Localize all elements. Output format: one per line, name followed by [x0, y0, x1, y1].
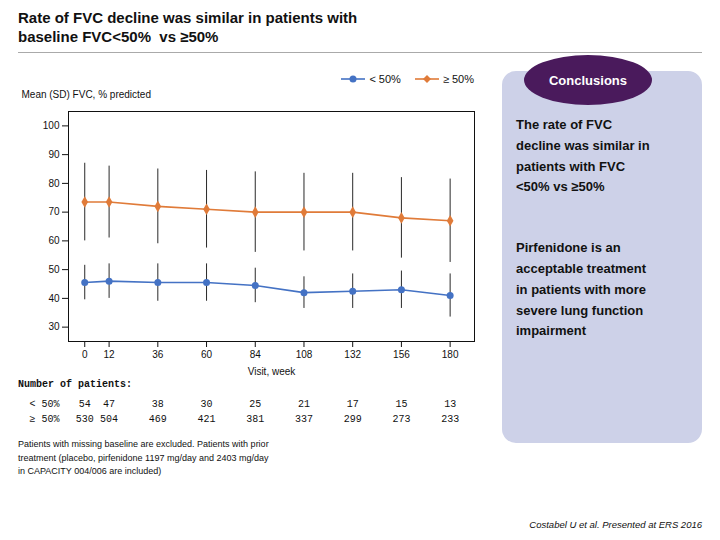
svg-text:100: 100	[43, 120, 60, 131]
svg-text:36: 36	[152, 349, 164, 360]
svg-text:< 50%: < 50%	[29, 399, 59, 410]
svg-text:47: 47	[103, 399, 115, 410]
svg-text:21: 21	[298, 399, 310, 410]
svg-text:108: 108	[296, 349, 313, 360]
svg-text:Mean (SD) FVC, % predicted: Mean (SD) FVC, % predicted	[22, 89, 152, 100]
svg-text:25: 25	[249, 399, 261, 410]
svg-text:54: 54	[79, 399, 91, 410]
svg-text:38: 38	[152, 399, 164, 410]
svg-text:469: 469	[149, 414, 167, 425]
svg-text:40: 40	[48, 293, 60, 304]
svg-text:13: 13	[444, 399, 456, 410]
html-text:The rate of FVC decline was si: The rate of FVC decline was similar in p…	[516, 117, 650, 195]
svg-text:17: 17	[347, 399, 359, 410]
svg-text:337: 337	[295, 414, 313, 425]
svg-text:90: 90	[48, 149, 60, 160]
svg-text:30: 30	[48, 321, 60, 332]
svg-text:15: 15	[395, 399, 407, 410]
svg-text:0: 0	[82, 349, 88, 360]
svg-text:299: 299	[344, 414, 362, 425]
html-text:Patients with missing baseline: Patients with missing baseline are exclu…	[18, 439, 269, 476]
svg-text:530: 530	[76, 414, 94, 425]
svg-text:156: 156	[393, 349, 410, 360]
html-text:Number of patients:: Number of patients:	[18, 379, 132, 390]
svg-text:180: 180	[442, 349, 459, 360]
svg-text:381: 381	[246, 414, 264, 425]
html-text:< 50%: < 50%	[369, 73, 401, 85]
html-text:Pirfenidone is an acceptable t: Pirfenidone is an acceptable treatment i…	[516, 240, 647, 339]
svg-text:60: 60	[201, 349, 213, 360]
html-text:Costabel U et al. Presented at: Costabel U et al. Presented at ERS 2016	[529, 519, 702, 530]
svg-text:70: 70	[48, 206, 60, 217]
html-text:Conclusions: Conclusions	[549, 72, 627, 88]
svg-text:84: 84	[250, 349, 262, 360]
svg-text:504: 504	[100, 414, 118, 425]
svg-text:132: 132	[344, 349, 361, 360]
svg-text:30: 30	[201, 399, 213, 410]
html-text:baseline FVC<50% vs ≥50%: baseline FVC<50% vs ≥50%	[18, 28, 219, 45]
html-text:≥ 50%: ≥ 50%	[442, 73, 474, 85]
svg-text:80: 80	[48, 178, 60, 189]
svg-text:60: 60	[48, 235, 60, 246]
svg-text:273: 273	[392, 414, 410, 425]
svg-text:12: 12	[104, 349, 116, 360]
svg-text:≥ 50%: ≥ 50%	[29, 414, 59, 425]
svg-text:Visit, week: Visit, week	[248, 366, 297, 377]
svg-text:421: 421	[198, 414, 216, 425]
svg-text:50: 50	[48, 264, 60, 275]
svg-text:233: 233	[441, 414, 459, 425]
html-text:Rate of FVC decline was simila: Rate of FVC decline was similar in patie…	[18, 9, 358, 26]
